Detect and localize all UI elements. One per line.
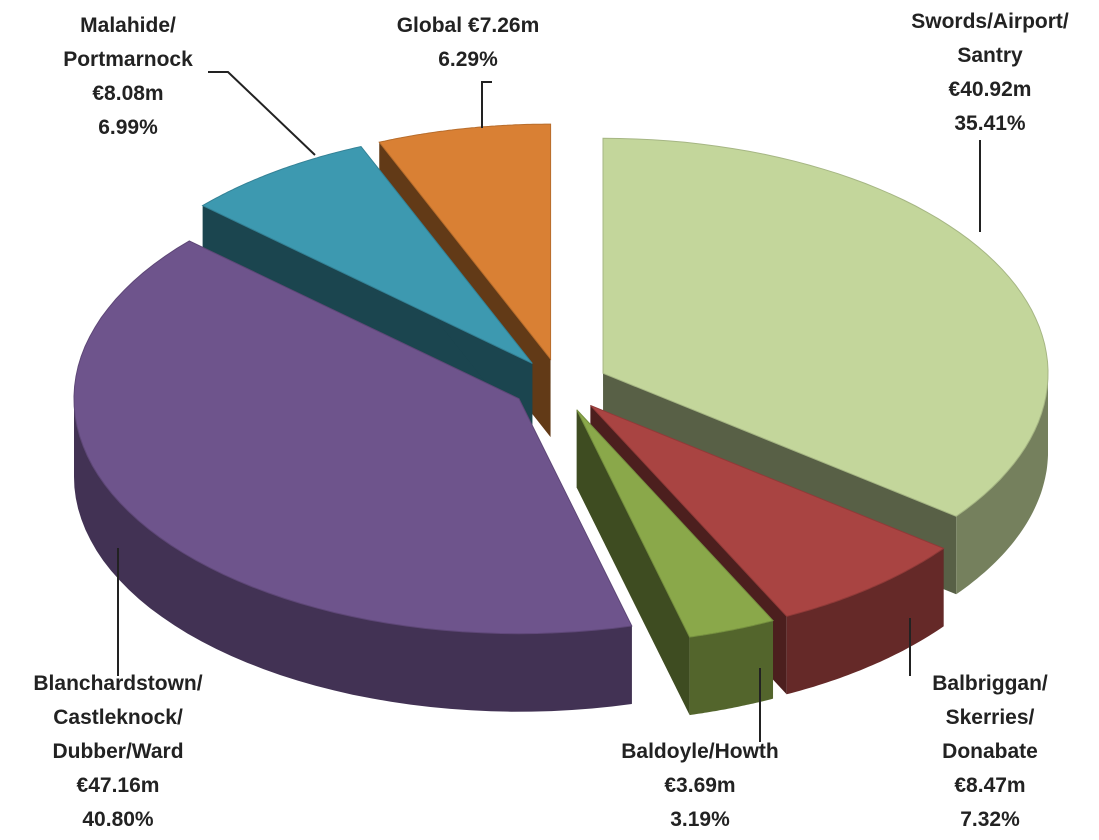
slice-rim (786, 548, 944, 695)
amount-label: €8.08m (92, 82, 163, 105)
category-label-line: Santry (957, 44, 1023, 67)
category-label-line: Skerries/ (946, 706, 1035, 729)
slice-rim (689, 620, 773, 716)
slice-face (576, 409, 690, 716)
category-label-line: Swords/Airport/ (911, 10, 1069, 33)
category-label: Blanchardstown/Castleknock/Dubber/Ward (33, 672, 202, 763)
pie (73, 123, 1049, 716)
slice (590, 404, 945, 617)
leader-lines (117, 71, 981, 742)
slice-rim (956, 373, 1048, 595)
slice (602, 137, 1049, 517)
value-label: 6.29% (438, 48, 498, 71)
category-label: Swords/Airport/Santry (911, 10, 1069, 67)
category-label-line: Donabate (942, 740, 1038, 763)
category-label-line: Baldoyle/Howth (621, 740, 779, 763)
category-label-line: Blanchardstown/ (33, 672, 202, 695)
slice-tops (73, 123, 1049, 638)
category-label: Baldoyle/Howth (621, 740, 779, 763)
category-label-line: Global (397, 14, 462, 37)
amount-label: €8.47m (954, 774, 1025, 797)
category-label: Malahide/Portmarnock (63, 14, 193, 71)
value-label: 3.19% (670, 808, 730, 831)
slice (378, 123, 552, 361)
leader-line (208, 71, 316, 156)
value-label: 35.41% (954, 112, 1026, 135)
slice (201, 145, 533, 364)
category-label-line: Malahide/ (80, 14, 176, 37)
labels: Swords/Airport/Santry €40.92m 35.41% Balbri… (33, 10, 1069, 831)
slice (576, 409, 774, 638)
amount-label: €40.92m (949, 78, 1032, 101)
category-label-line: Dubber/Ward (52, 740, 183, 763)
amount-label: €3.69m (664, 774, 735, 797)
amount-label: €7.26m (468, 14, 539, 37)
amount-label: €47.16m (77, 774, 160, 797)
slice (73, 240, 633, 635)
category-label-line: Balbriggan/ (932, 672, 1048, 695)
category-label: Balbriggan/Skerries/Donabate (932, 672, 1048, 763)
category-label-line: Castleknock/ (53, 706, 183, 729)
leader-line (481, 81, 492, 128)
value-label: 7.32% (960, 808, 1020, 831)
value-label: 6.99% (98, 116, 158, 139)
category-label-line: Portmarnock (63, 48, 193, 71)
value-label: 40.80% (82, 808, 154, 831)
category-label: Global €7.26m (397, 14, 540, 37)
